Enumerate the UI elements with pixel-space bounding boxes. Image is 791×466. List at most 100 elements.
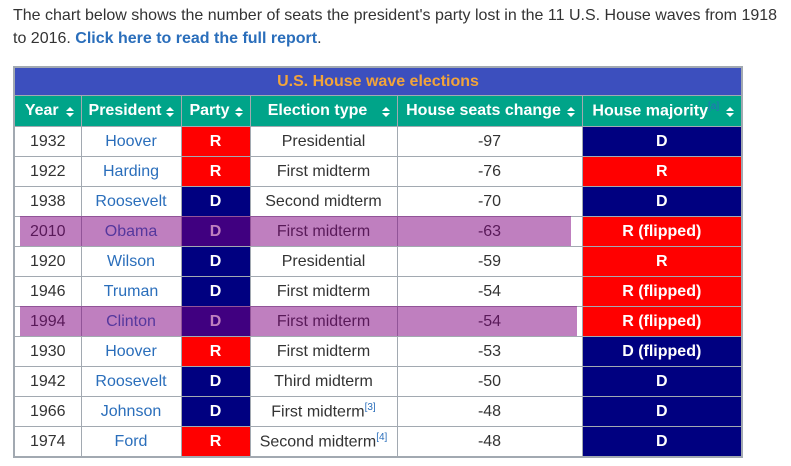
seats-change-cell: -54 [396, 276, 583, 307]
table-row: 1942 Roosevelt D Third midterm -50 D [13, 366, 743, 397]
header-row: Year President Party Election type House sea… [13, 95, 743, 127]
year-cell: 1994 [13, 306, 82, 337]
footnote[interactable]: [4] [376, 431, 388, 443]
intro-text: The chart below shows the number of seat… [13, 7, 778, 47]
president-cell[interactable]: Ford [80, 426, 182, 458]
election-type: Presidential [281, 252, 366, 270]
intro-paragraph: The chart below shows the number of seat… [13, 4, 783, 50]
seats-change-cell: -76 [396, 156, 583, 187]
election-type-cell: First midterm [249, 336, 398, 367]
president-cell[interactable]: Obama [80, 216, 182, 247]
party-cell: R [180, 426, 251, 458]
column-header[interactable]: Election type [249, 95, 398, 127]
intro-period: . [317, 30, 322, 47]
year-cell: 1938 [13, 186, 82, 217]
seats-change-cell: -53 [396, 336, 583, 367]
header-label: Year [24, 102, 59, 119]
president-cell[interactable]: Hoover [80, 126, 182, 157]
seats-change-cell: -50 [396, 366, 583, 397]
president-cell[interactable]: Roosevelt [80, 366, 182, 397]
election-type-cell: Presidential [249, 126, 398, 157]
majority-cell: R (flipped) [581, 306, 743, 337]
election-type: First midterm [276, 342, 371, 360]
majority-cell: D [581, 186, 743, 217]
party-cell: D [180, 186, 251, 217]
year-cell: 1932 [13, 126, 82, 157]
report-link[interactable]: Click here to read the full report [75, 30, 318, 47]
table-row: 1994 Clinton D First midterm -54 R (flipped) [13, 306, 743, 337]
table-row: 1930 Hoover R First midterm -53 D (flipped) [13, 336, 743, 367]
election-type-cell: First midterm[3] [249, 396, 398, 427]
election-type: Second midterm [265, 192, 382, 210]
column-header[interactable]: House seats change [396, 95, 583, 127]
table-row: 2010 Obama D First midterm -63 R (flipped) [13, 216, 743, 247]
election-type: First midterm [271, 403, 365, 421]
seats-change-cell: -54 [396, 306, 583, 337]
table-row: 1966 Johnson D First midterm[3] -48 D [13, 396, 743, 427]
election-type-cell: First midterm [249, 276, 398, 307]
year-cell: 2010 [13, 216, 82, 247]
party-cell: D [180, 276, 251, 307]
header-footnote[interactable]: [a] [707, 101, 720, 113]
seats-change-cell: -59 [396, 246, 583, 277]
seats-change-cell: -70 [396, 186, 583, 217]
table-title: U.S. House wave elections [13, 66, 743, 96]
election-type: Third midterm [274, 372, 373, 390]
majority-cell: R [581, 156, 743, 187]
election-type: First midterm [276, 312, 371, 330]
column-header[interactable]: President [80, 95, 182, 127]
majority-cell: D [581, 396, 743, 427]
year-cell: 1974 [13, 426, 82, 458]
president-cell[interactable]: Harding [80, 156, 182, 187]
president-cell[interactable]: Wilson [80, 246, 182, 277]
seats-change-cell: -48 [396, 396, 583, 427]
president-cell[interactable]: Clinton [80, 306, 182, 337]
election-type: First midterm [276, 222, 371, 240]
table-body: 1932 Hoover R Presidential -97 D 1922 Harding R F… [13, 126, 743, 458]
party-cell: D [180, 396, 251, 427]
column-header[interactable]: House majority[a] [581, 95, 743, 127]
majority-cell: R [581, 246, 743, 277]
table-row: 1922 Harding R First midterm -76 R [13, 156, 743, 187]
year-cell: 1930 [13, 336, 82, 367]
year-cell: 1946 [13, 276, 82, 307]
majority-cell: D [581, 426, 743, 458]
party-cell: D [180, 366, 251, 397]
header-label: House majority [592, 102, 708, 120]
column-header[interactable]: Year [13, 95, 82, 127]
party-cell: D [180, 216, 251, 247]
column-header[interactable]: Party [180, 95, 251, 127]
president-cell[interactable]: Truman [80, 276, 182, 307]
majority-cell: R (flipped) [581, 216, 743, 247]
president-cell[interactable]: Roosevelt [80, 186, 182, 217]
president-cell[interactable]: Hoover [80, 336, 182, 367]
majority-cell: R (flipped) [581, 276, 743, 307]
party-cell: R [180, 336, 251, 367]
election-type: First midterm [276, 162, 371, 180]
seats-change-cell: -97 [396, 126, 583, 157]
table-row: 1938 Roosevelt D Second midterm -70 D [13, 186, 743, 217]
year-cell: 1920 [13, 246, 82, 277]
header-label: Party [189, 102, 230, 119]
election-type-cell: Second midterm[4] [249, 426, 398, 458]
majority-cell: D (flipped) [581, 336, 743, 367]
table-row: 1932 Hoover R Presidential -97 D [13, 126, 743, 157]
footnote[interactable]: [3] [364, 401, 376, 413]
president-cell[interactable]: Johnson [80, 396, 182, 427]
header-label: House seats change [406, 102, 561, 119]
party-cell: D [180, 306, 251, 337]
election-type-cell: Presidential [249, 246, 398, 277]
year-cell: 1942 [13, 366, 82, 397]
wave-table: U.S. House wave elections Year President P… [13, 66, 743, 458]
majority-cell: D [581, 366, 743, 397]
seats-change-cell: -48 [396, 426, 583, 458]
table-row: 1946 Truman D First midterm -54 R (flipped) [13, 276, 743, 307]
election-type-cell: First midterm [249, 216, 398, 247]
majority-cell: D [581, 126, 743, 157]
header-label: President [88, 102, 162, 119]
election-type: Presidential [281, 132, 366, 150]
election-type: Second midterm [259, 433, 377, 451]
election-type-cell: First midterm [249, 306, 398, 337]
